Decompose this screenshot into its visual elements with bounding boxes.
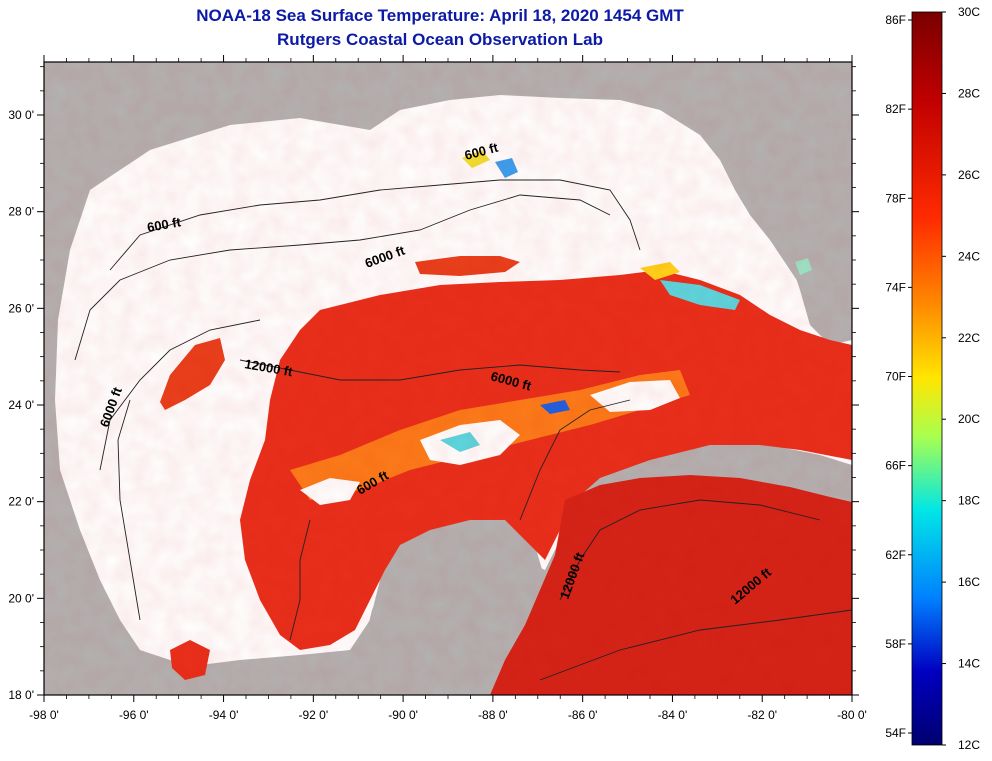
- colorbar-f-label: 58F: [885, 637, 906, 651]
- map-subtitle: Rutgers Coastal Ocean Observation Lab: [277, 30, 603, 49]
- colorbar-c-label: 30C: [958, 5, 980, 19]
- lon-label: -98 0': [29, 708, 59, 722]
- lat-label: 26 0': [8, 301, 34, 315]
- colorbar: [911, 11, 943, 746]
- lat-label: 18 0': [8, 688, 34, 702]
- colorbar-f-label: 54F: [885, 726, 906, 740]
- axis-ticks: -98 0' -96 0' -94 0' -92 0' -90 0' -88 0' -86 …: [8, 55, 867, 722]
- texture-overlay: [44, 62, 852, 695]
- colorbar-c-label: 18C: [958, 494, 980, 508]
- colorbar-c-label: 20C: [958, 412, 980, 426]
- colorbar-c-label: 14C: [958, 657, 980, 671]
- colorbar-ticks: 86F 82F 78F 74F 70F 66F 62F 58F 54F 30C 28C 26C 24C 2…: [885, 5, 980, 752]
- lon-label: -96 0': [119, 708, 149, 722]
- colorbar-f-label: 86F: [885, 13, 906, 27]
- colorbar-f-label: 82F: [885, 102, 906, 116]
- colorbar-c-label: 26C: [958, 168, 980, 182]
- lon-label: -90 0': [388, 708, 418, 722]
- lon-label: -92 0': [299, 708, 329, 722]
- colorbar-f-label: 62F: [885, 548, 906, 562]
- lon-label: -94 0': [209, 708, 239, 722]
- lon-label: -82 0': [747, 708, 777, 722]
- colorbar-f-label: 70F: [885, 370, 906, 384]
- lon-label: -86 0': [568, 708, 598, 722]
- lon-label: -80 0': [837, 708, 867, 722]
- contour-label: 600 ft: [146, 214, 183, 235]
- lon-label: -84 0': [658, 708, 688, 722]
- bathymetry-contours: [74, 179, 852, 681]
- lat-label: 20 0': [8, 591, 34, 605]
- lat-label: 30 0': [8, 108, 34, 122]
- colorbar-f-label: 74F: [885, 280, 906, 294]
- map-area: [44, 62, 852, 695]
- colorbar-c-label: 16C: [958, 575, 980, 589]
- colorbar-c-label: 12C: [958, 738, 980, 752]
- map-title: NOAA-18 Sea Surface Temperature: April 1…: [196, 6, 684, 25]
- lat-label: 24 0': [8, 398, 34, 412]
- colorbar-c-label: 24C: [958, 249, 980, 263]
- colorbar-c-label: 28C: [958, 86, 980, 100]
- lon-label: -88 0': [478, 708, 508, 722]
- lat-label: 28 0': [8, 205, 34, 219]
- lat-label: 22 0': [8, 495, 34, 509]
- colorbar-f-label: 78F: [885, 191, 906, 205]
- colorbar-f-label: 66F: [885, 459, 906, 473]
- colorbar-c-label: 22C: [958, 331, 980, 345]
